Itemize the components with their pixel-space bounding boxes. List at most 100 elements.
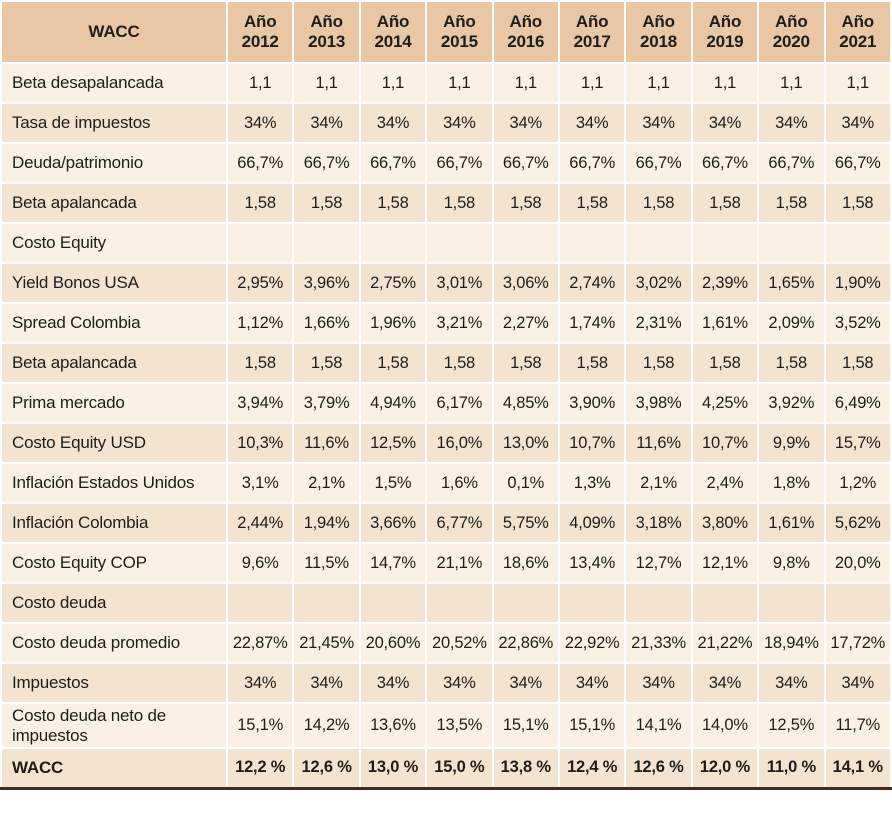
value-cell — [757, 582, 826, 624]
year-prefix-label: Año — [642, 11, 675, 31]
value-cell: 1,58 — [757, 342, 826, 384]
header-cell-year-2018: Año 2018 — [624, 0, 693, 64]
table-row: Inflación Colombia 2,44% 1,94% 3,66% 6,77% 5,… — [0, 502, 892, 544]
value-cell: 1,58 — [624, 342, 693, 384]
value-cell: 3,80% — [690, 502, 760, 544]
value-cell: 66,7% — [358, 142, 428, 184]
row-label: Prima mercado — [0, 382, 228, 424]
value-cell: 3,1% — [225, 462, 295, 504]
table-header-row: WACC Año 2012 Año 2013 Año 2014 Año 2015 Año 2016 A… — [0, 0, 892, 64]
value-cell: 1,1 — [690, 62, 760, 104]
value-cell: 1,58 — [690, 182, 760, 224]
value-cell: 34% — [823, 102, 892, 144]
row-label: Inflación Estados Unidos — [0, 462, 228, 504]
table-row: Inflación Estados Unidos 3,1% 2,1% 1,5% 1,6%… — [0, 462, 892, 504]
year-prefix-label: Año — [708, 11, 742, 31]
value-cell: 34% — [557, 102, 627, 144]
row-label: Inflación Colombia — [0, 502, 228, 544]
year-prefix-label: Año — [243, 11, 277, 31]
value-cell: 21,45% — [292, 622, 361, 664]
value-cell: 66,7% — [425, 142, 494, 184]
value-cell: 15,7% — [823, 422, 892, 464]
value-cell: 34% — [624, 102, 693, 144]
value-cell: 4,85% — [491, 382, 560, 424]
table-row: Deuda/patrimonio 66,7% 66,7% 66,7% 66,7% 66,7… — [0, 142, 892, 184]
value-cell: 1,1 — [823, 62, 892, 104]
header-cell-year-2015: Año 2015 — [425, 0, 494, 64]
value-cell: 1,58 — [557, 182, 627, 224]
value-cell: 10,3% — [225, 422, 295, 464]
value-cell: 1,61% — [690, 302, 760, 344]
value-cell: 3,01% — [425, 262, 494, 304]
year-value-label: 2018 — [640, 32, 678, 51]
value-cell: 15,0 % — [425, 747, 494, 790]
value-cell: 11,7% — [823, 701, 892, 750]
table-row-total: WACC 12,2 % 12,6 % 13,0 % 15,0 % 13,8 % 12,4 %… — [0, 747, 892, 790]
value-cell: 5,75% — [491, 502, 560, 544]
value-cell — [292, 582, 361, 624]
value-cell: 10,7% — [690, 422, 760, 464]
value-cell — [225, 582, 295, 624]
value-cell: 1,58 — [358, 342, 428, 384]
value-cell: 1,1 — [425, 62, 494, 104]
value-cell — [624, 222, 693, 264]
value-cell: 14,1% — [624, 701, 693, 750]
value-cell: 10,7% — [557, 422, 627, 464]
row-label: Costo Equity USD — [0, 422, 228, 464]
value-cell: 1,12% — [225, 302, 295, 344]
value-cell: 1,58 — [557, 342, 627, 384]
value-cell: 12,5% — [358, 422, 428, 464]
value-cell: 3,96% — [292, 262, 361, 304]
value-cell — [225, 222, 295, 264]
value-cell: 1,1 — [491, 62, 560, 104]
value-cell: 1,58 — [425, 182, 494, 224]
value-cell: 34% — [358, 662, 428, 704]
value-cell: 34% — [292, 662, 361, 704]
header-cell-year-2014: Año 2014 — [358, 0, 428, 64]
value-cell: 17,72% — [823, 622, 892, 664]
value-cell: 34% — [225, 662, 295, 704]
value-cell: 15,1% — [491, 701, 560, 750]
table-row: Impuestos 34% 34% 34% 34% 34% 34% 34% 34% 34% 34% — [0, 662, 892, 704]
value-cell: 34% — [624, 662, 693, 704]
row-label: Beta desapalancada — [0, 62, 228, 104]
table-body: Beta desapalancada 1,1 1,1 1,1 1,1 1,1 1,1 1,1 1… — [0, 62, 892, 790]
year-value-label: 2019 — [706, 32, 744, 51]
value-cell: 0,1% — [491, 462, 560, 504]
value-cell: 34% — [823, 662, 892, 704]
value-cell: 1,58 — [491, 182, 560, 224]
value-cell: 1,58 — [425, 342, 494, 384]
row-label: Impuestos — [0, 662, 228, 704]
value-cell: 2,1% — [292, 462, 361, 504]
value-cell: 11,5% — [292, 542, 361, 584]
value-cell: 1,58 — [690, 342, 760, 384]
value-cell: 20,0% — [823, 542, 892, 584]
value-cell: 1,2% — [823, 462, 892, 504]
value-cell — [358, 222, 428, 264]
year-prefix-label: Año — [775, 11, 808, 31]
year-prefix-label: Año — [443, 11, 476, 31]
value-cell: 9,8% — [757, 542, 826, 584]
table-row-section: Costo Equity — [0, 222, 892, 264]
value-cell: 1,58 — [823, 342, 892, 384]
year-value-label: 2017 — [573, 32, 611, 51]
year-prefix-label: Año — [376, 11, 410, 31]
header-cell-year-2012: Año 2012 — [225, 0, 295, 64]
row-label: Costo deuda — [0, 582, 228, 624]
value-cell: 66,7% — [557, 142, 627, 184]
value-cell: 1,3% — [557, 462, 627, 504]
value-cell: 12,5% — [757, 701, 826, 750]
value-cell: 1,1 — [757, 62, 826, 104]
value-cell: 66,7% — [690, 142, 760, 184]
value-cell: 1,1 — [225, 62, 295, 104]
value-cell: 34% — [225, 102, 295, 144]
value-cell: 1,58 — [823, 182, 892, 224]
value-cell: 22,86% — [491, 622, 560, 664]
value-cell: 22,92% — [557, 622, 627, 664]
value-cell — [491, 222, 560, 264]
year-value-label: 2021 — [839, 32, 877, 51]
value-cell — [292, 222, 361, 264]
value-cell: 13,0 % — [358, 747, 428, 790]
value-cell: 1,58 — [225, 342, 295, 384]
value-cell: 1,61% — [757, 502, 826, 544]
